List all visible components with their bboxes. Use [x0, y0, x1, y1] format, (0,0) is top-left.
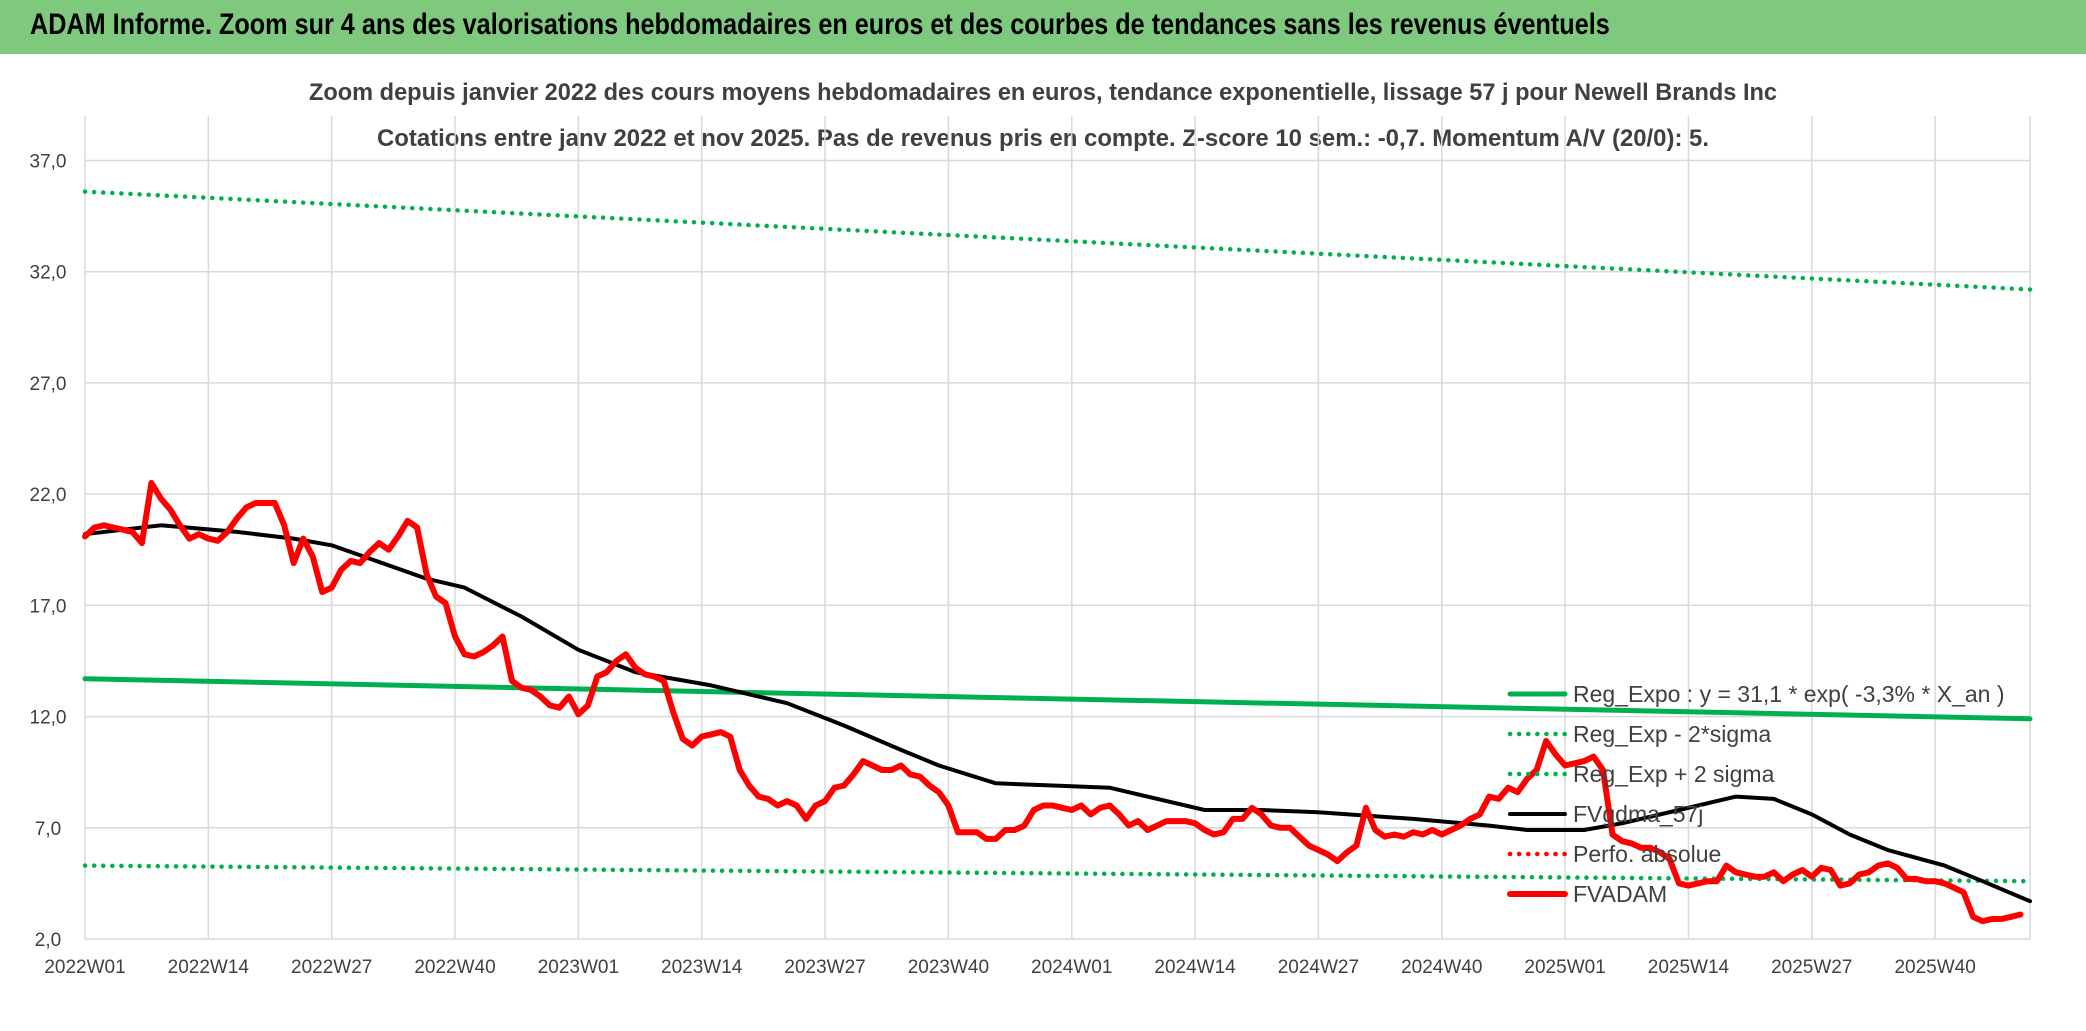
legend-label: Reg_Exp - 2*sigma: [1573, 721, 1771, 747]
x-tick-label: 2024W27: [1278, 957, 1359, 978]
y-tick-label: 2,0: [35, 930, 61, 951]
x-tick-label: 2022W27: [291, 957, 372, 978]
legend-label: Reg_Exp + 2 sigma: [1573, 761, 1775, 787]
x-tick-label: 2025W01: [1524, 957, 1605, 978]
y-tick-label: 27,0: [30, 374, 67, 395]
series-group: [82, 189, 2033, 925]
legend-label: Perfo. absolue: [1573, 841, 1721, 867]
y-tick-label: 12,0: [30, 708, 67, 729]
legend: Reg_Expo : y = 31,1 * exp( -3,3% * X_an …: [1507, 681, 2005, 907]
x-tick-label: 2024W40: [1401, 957, 1482, 978]
x-tick-label: 2022W01: [44, 957, 125, 978]
legend-label: Reg_Expo : y = 31,1 * exp( -3,3% * X_an …: [1573, 681, 2005, 707]
y-tick-label: 7,0: [35, 819, 61, 840]
x-axis-labels: 2022W01 2022W14 2022W27 2022W40 2023W01 2023W…: [44, 957, 1975, 978]
x-tick-label: 2025W14: [1648, 957, 1730, 978]
y-tick-label: 22,0: [30, 485, 67, 506]
x-tick-label: 2023W40: [908, 957, 989, 978]
x-tick-label: 2023W14: [661, 957, 743, 978]
chart-title: Zoom depuis janvier 2022 des cours moyen…: [309, 79, 1777, 106]
y-tick-label: 37,0: [30, 151, 67, 172]
legend-label: FVgdma_57j: [1573, 801, 1703, 827]
x-tick-label: 2025W40: [1894, 957, 1975, 978]
series-line-5: [82, 480, 2024, 925]
y-tick-label: 17,0: [30, 596, 67, 617]
banner: ADAM Informe. Zoom sur 4 ans des valoris…: [0, 0, 2086, 54]
legend-label: FVADAM: [1573, 881, 1667, 907]
x-tick-label: 2024W01: [1031, 957, 1112, 978]
banner-title: ADAM Informe. Zoom sur 4 ans des valoris…: [30, 8, 1610, 41]
chart: Zoom depuis janvier 2022 des cours moyen…: [0, 54, 2086, 1031]
chart-subtitle: Cotations entre janv 2022 et nov 2025. P…: [377, 125, 1709, 152]
x-tick-label: 2023W01: [538, 957, 619, 978]
series-line-2: [82, 189, 2033, 292]
x-tick-label: 2022W40: [414, 957, 495, 978]
series-line-0: [82, 676, 2033, 722]
x-tick-label: 2024W14: [1154, 957, 1236, 978]
x-tick-label: 2022W14: [168, 957, 250, 978]
x-tick-label: 2025W27: [1771, 957, 1852, 978]
y-axis-labels: 2,0 7,0 12,0 17,0 22,0 27,0 32,0 37,0: [30, 151, 67, 951]
x-tick-label: 2023W27: [784, 957, 865, 978]
y-tick-label: 32,0: [30, 263, 67, 284]
